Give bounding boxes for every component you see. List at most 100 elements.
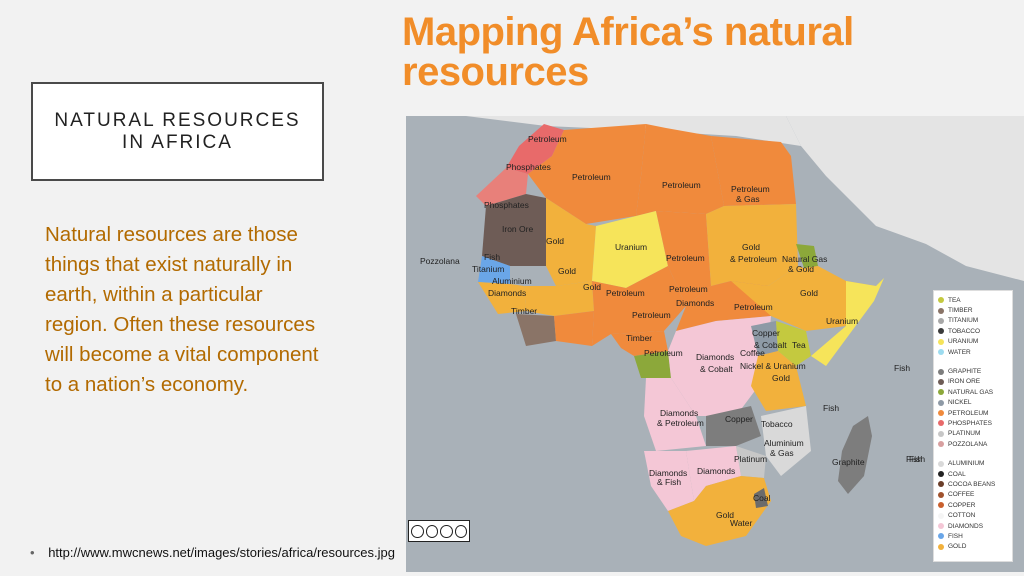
map-label-fish-east: Fish — [894, 363, 910, 373]
legend-swatch-icon — [938, 512, 944, 519]
cc-license-badge — [408, 520, 470, 542]
map-label-petroleum-angola: & Petroleum — [657, 418, 704, 428]
source-link[interactable]: http://www.mwcnews.net/images/stories/af… — [48, 545, 395, 560]
map-label-ironore-mauritania: Iron Ore — [502, 224, 533, 234]
legend-label: POZZOLANA — [948, 440, 988, 448]
map-label-water: Water — [730, 518, 753, 528]
map-label-gold-ethiopia: Gold — [800, 288, 818, 298]
source-line: • http://www.mwcnews.net/images/stories/… — [30, 545, 395, 560]
map-label-tobacco: Tobacco — [761, 419, 793, 429]
legend-label: WATER — [948, 348, 971, 356]
legend-swatch-icon — [938, 471, 944, 478]
legend-item-natural-gas: NATURAL GAS — [938, 387, 1012, 397]
legend-item-diamonds: DIAMONDS — [938, 521, 1012, 531]
legend-item-tobacco: TOBACCO — [938, 326, 1012, 336]
map-label-uranium-niger: Uranium — [615, 242, 647, 252]
legend-label: TIMBER — [948, 307, 973, 315]
legend-swatch-icon — [938, 338, 944, 345]
map-label-fish-senegal: Fish — [484, 252, 500, 262]
map-label-tea-kenya: Tea — [792, 340, 806, 350]
region-ghana-togo — [554, 311, 594, 346]
map-label-uranium-somalia: Uranium — [826, 316, 858, 326]
region-somalia — [811, 278, 884, 366]
legend-swatch-icon — [938, 389, 944, 396]
map-label-aluminium: Aluminium — [492, 276, 532, 286]
legend-item-coffee: COFFEE — [938, 490, 1012, 500]
europe-land — [466, 116, 801, 146]
map-label-gold-eritrea: & Gold — [788, 264, 814, 274]
region-algeria — [528, 124, 646, 224]
legend-item-coal: COAL — [938, 469, 1012, 479]
mideast-land — [786, 116, 1024, 281]
legend-item-water: WATER — [938, 347, 1012, 357]
slide-body-text: Natural resources are those things that … — [45, 223, 319, 396]
slide-title-line1: NATURAL RESOURCES — [54, 109, 301, 131]
legend-swatch-icon — [938, 399, 944, 406]
region-niger — [592, 211, 668, 288]
region-mozambique — [761, 406, 811, 476]
legend-item-platinum: PLATINUM — [938, 429, 1012, 439]
legend-label: FISH — [948, 532, 963, 540]
legend-label: NICKEL — [948, 399, 972, 407]
legend-label: COFFEE — [948, 491, 975, 499]
map-label-diamonds-car: Diamonds — [676, 298, 714, 308]
map-label-aluminium-moz: Aluminium — [764, 438, 804, 448]
map-label-cobalt-uganda: & Cobalt — [754, 340, 787, 350]
region-botswana — [686, 446, 741, 501]
region-lesotho — [754, 488, 768, 508]
legend-item-timber: TIMBER — [938, 305, 1012, 315]
region-tanzania — [751, 351, 806, 411]
legend-swatch-icon — [938, 481, 944, 488]
region-namibia — [644, 451, 694, 511]
map-label-petroleum-ssudan: Petroleum — [734, 302, 773, 312]
map-label-timber-gabon: Timber — [626, 333, 652, 343]
legend-item-cocoa-beans: COCOA BEANS — [938, 479, 1012, 489]
legend-group: ALUMINIUM COAL COCOA BEANS COFFEE COPPER COTT… — [938, 458, 1012, 552]
map-label-gold-ghana: Gold — [583, 282, 601, 292]
map-label-gold-sa: Gold — [716, 510, 734, 520]
legend-item-nickel: NICKEL — [938, 398, 1012, 408]
map-label-petroleum-sudan: & Petroleum — [730, 254, 777, 264]
map-label-fish-madagascar: Fish — [906, 454, 922, 464]
legend-label: PHOSPHATES — [948, 419, 992, 427]
region-morocco — [506, 124, 564, 174]
legend-label: DIAMONDS — [948, 522, 984, 530]
map-label-petroleum-gas-egypt: Petroleum — [731, 184, 770, 194]
map-label-cobalt-drc: & Cobalt — [700, 364, 733, 374]
legend-label: COAL — [948, 470, 966, 478]
map-label-fish-mozambique: Fish — [823, 403, 839, 413]
map-label-petroleum-cameroon: Petroleum — [632, 310, 671, 320]
legend-item-phosphates: PHOSPHATES — [938, 418, 1012, 428]
region-angola — [644, 378, 706, 451]
map-title-line1: Mapping Africa’s natural — [402, 10, 854, 54]
cc-icon — [411, 524, 424, 538]
legend-swatch-icon — [938, 420, 944, 427]
legend-swatch-icon — [938, 430, 944, 437]
legend-item-iron-ore: IRON ORE — [938, 377, 1012, 387]
sa-icon — [454, 524, 467, 538]
legend-label: URANIUM — [948, 338, 979, 346]
region-cameroon — [611, 331, 668, 356]
map-label-gold-sudan: Gold — [742, 242, 760, 252]
map-svg: Petroleum Phosphates Petroleum Petroleum Pet… — [406, 116, 1024, 572]
legend-swatch-icon — [938, 502, 944, 509]
map-label-petroleum-algeria: Petroleum — [528, 134, 567, 144]
region-mali — [546, 198, 596, 286]
region-burkina-ghana — [524, 281, 594, 316]
map-label-petroleum-nigeria2: Petroleum — [669, 284, 708, 294]
by-icon — [425, 524, 438, 538]
region-ethiopia — [731, 266, 876, 331]
region-sudan — [706, 204, 798, 286]
map-label-diamonds-namibia: Diamonds — [649, 468, 687, 478]
map-label-gold-mali: Gold — [546, 236, 564, 246]
legend-swatch-icon — [938, 368, 944, 375]
map-label-diamonds-angola: Diamonds — [660, 408, 698, 418]
legend-swatch-icon — [938, 441, 944, 448]
legend-swatch-icon — [938, 297, 944, 304]
legend-item-aluminium: ALUMINIUM — [938, 458, 1012, 468]
region-mauritania — [482, 194, 546, 266]
legend-label: GOLD — [948, 543, 967, 551]
map-label-petroleum-libya: Petroleum — [662, 180, 701, 190]
legend-swatch-icon — [938, 543, 944, 550]
map-label-petroleum-gabon: Petroleum — [644, 348, 683, 358]
